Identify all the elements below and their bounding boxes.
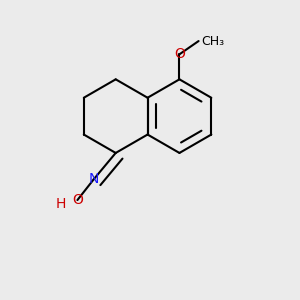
Text: O: O <box>174 47 185 61</box>
Text: H: H <box>56 197 66 212</box>
Text: CH₃: CH₃ <box>202 34 225 48</box>
Text: O: O <box>72 193 83 207</box>
Text: N: N <box>88 172 99 186</box>
